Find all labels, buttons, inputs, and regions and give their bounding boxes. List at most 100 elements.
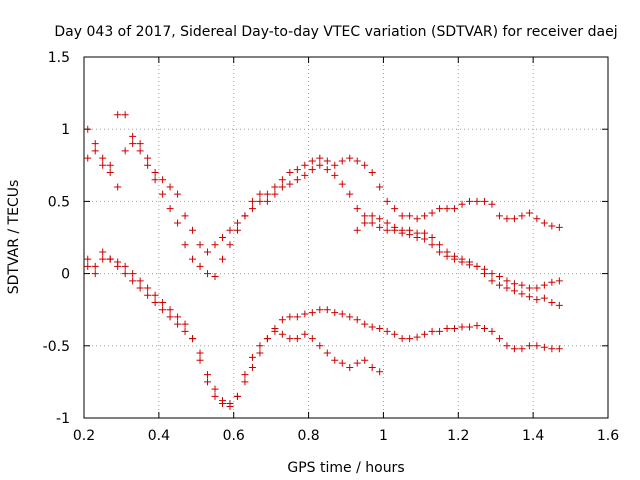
data-point	[413, 215, 421, 223]
data-point	[263, 335, 271, 343]
data-point	[525, 342, 533, 350]
data-point	[376, 183, 384, 191]
data-point	[451, 252, 459, 260]
data-point	[166, 205, 174, 213]
data-point	[548, 345, 556, 353]
data-point	[106, 169, 114, 177]
data-point	[413, 229, 421, 237]
data-point	[286, 180, 294, 188]
data-point	[488, 270, 496, 278]
data-point	[233, 219, 241, 227]
data-point	[323, 157, 331, 165]
data-point	[144, 154, 152, 162]
data-point	[151, 298, 159, 306]
data-point	[256, 349, 264, 357]
data-point	[308, 166, 316, 174]
data-point	[473, 262, 481, 270]
data-point	[510, 215, 518, 223]
data-point	[503, 342, 511, 350]
plot-frame	[83, 56, 609, 419]
data-point	[525, 284, 533, 292]
data-point	[428, 234, 436, 241]
data-point	[510, 345, 518, 353]
data-point	[166, 313, 174, 321]
data-point	[391, 223, 399, 231]
data-point	[428, 209, 436, 217]
data-point	[540, 294, 548, 302]
data-point	[301, 310, 309, 318]
data-point	[211, 241, 219, 249]
data-point	[301, 171, 309, 179]
data-point	[271, 190, 279, 198]
data-point	[346, 190, 354, 198]
data-point	[353, 316, 361, 324]
data-point	[121, 111, 129, 119]
data-point	[376, 215, 384, 223]
data-point	[144, 161, 152, 169]
data-point	[174, 219, 182, 227]
data-point	[495, 281, 503, 289]
data-point	[248, 197, 256, 205]
data-point	[368, 212, 376, 220]
data-point	[241, 378, 249, 386]
data-point	[525, 209, 533, 217]
data-point	[458, 255, 466, 263]
data-point	[338, 310, 346, 318]
data-point	[338, 359, 346, 367]
data-point	[248, 205, 256, 213]
data-point	[353, 157, 361, 165]
x-tick-label: 0.8	[297, 428, 319, 444]
data-point	[308, 309, 316, 317]
data-point	[286, 313, 294, 321]
data-point	[540, 343, 548, 351]
data-point	[159, 176, 167, 184]
data-point	[166, 183, 174, 191]
data-point	[503, 277, 511, 285]
data-point	[181, 327, 189, 335]
data-point	[151, 169, 159, 177]
data-point	[443, 248, 451, 256]
data-point	[353, 226, 361, 234]
data-point	[495, 272, 503, 280]
data-points	[84, 111, 563, 410]
data-point	[383, 197, 391, 205]
data-point	[548, 222, 556, 230]
data-point	[136, 277, 144, 285]
data-point	[488, 277, 496, 285]
data-point	[106, 161, 114, 169]
data-point	[443, 324, 451, 332]
data-point	[518, 290, 526, 298]
data-point	[99, 255, 107, 263]
data-point	[338, 180, 346, 188]
data-point	[278, 176, 286, 184]
data-point	[503, 284, 511, 292]
data-point	[540, 281, 548, 289]
data-point	[256, 342, 264, 350]
data-point	[196, 356, 204, 364]
data-point	[548, 278, 556, 286]
satellite-track-A	[84, 111, 563, 256]
satellite-track-D	[84, 255, 384, 410]
data-point	[174, 190, 182, 198]
data-point	[368, 363, 376, 371]
x-tick-label: 0.6	[223, 428, 245, 444]
data-point	[263, 197, 271, 205]
data-point	[293, 335, 301, 343]
data-point	[406, 212, 414, 220]
data-point	[114, 183, 122, 191]
data-point	[121, 262, 129, 270]
data-point	[226, 241, 234, 249]
data-point	[84, 154, 92, 162]
data-point	[181, 241, 189, 249]
data-point	[151, 176, 159, 184]
data-point	[106, 255, 114, 263]
data-point	[91, 262, 99, 270]
data-point	[436, 248, 444, 256]
data-point	[248, 363, 256, 371]
data-point	[136, 284, 144, 292]
data-point	[204, 270, 212, 278]
data-point	[144, 284, 152, 292]
data-point	[159, 190, 167, 198]
x-tick-label: 1.6	[597, 428, 619, 444]
data-point	[286, 169, 294, 177]
